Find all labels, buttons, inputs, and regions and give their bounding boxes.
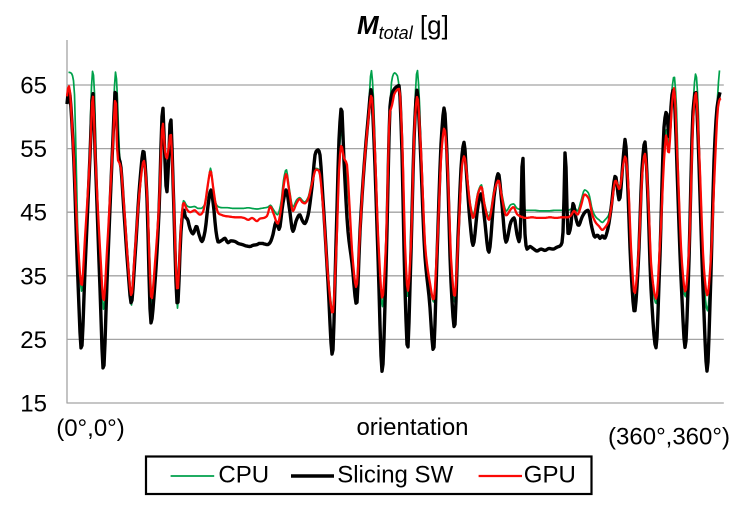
svg-text:65: 65 bbox=[20, 73, 47, 100]
svg-text:Slicing SW: Slicing SW bbox=[337, 462, 453, 489]
svg-text:Mtotal [g]: Mtotal [g] bbox=[357, 10, 449, 43]
svg-text:CPU: CPU bbox=[218, 462, 269, 489]
svg-text:(0°,0°): (0°,0°) bbox=[56, 415, 125, 442]
svg-text:25: 25 bbox=[20, 327, 47, 354]
svg-text:orientation: orientation bbox=[356, 414, 468, 441]
svg-text:(360°,360°): (360°,360°) bbox=[608, 424, 730, 451]
svg-text:35: 35 bbox=[20, 263, 47, 290]
svg-text:55: 55 bbox=[20, 136, 47, 163]
svg-text:15: 15 bbox=[20, 391, 47, 418]
svg-text:GPU: GPU bbox=[524, 462, 576, 489]
svg-text:45: 45 bbox=[20, 200, 47, 227]
